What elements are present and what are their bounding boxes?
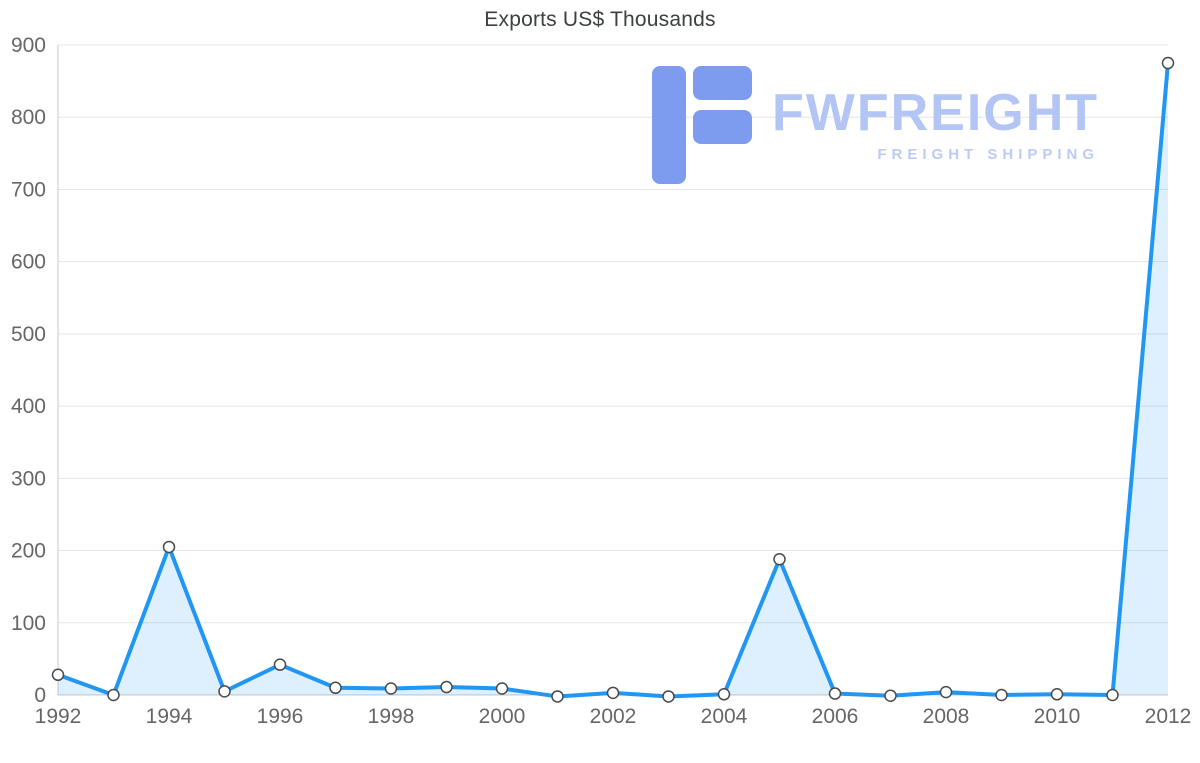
data-point-marker	[495, 682, 509, 695]
data-point-marker	[1161, 56, 1175, 70]
x-axis-labels: 1992 1994 1996 1998 2000 2002 2004 2006 2008 2010…	[35, 705, 1192, 728]
x-tick-label: 2012	[1145, 705, 1192, 728]
x-tick-label: 2000	[479, 705, 526, 728]
data-point-marker	[606, 686, 620, 700]
data-point-marker	[107, 688, 120, 702]
data-point-marker	[51, 668, 65, 682]
line-series	[56, 61, 1170, 699]
y-tick-label: 400	[11, 395, 46, 418]
data-point-markers	[51, 56, 1175, 703]
data-point-marker	[717, 688, 731, 701]
data-point-marker	[884, 689, 897, 702]
data-point-marker	[1050, 688, 1064, 701]
y-tick-label: 500	[11, 323, 46, 346]
y-tick-label: 800	[11, 106, 46, 129]
x-tick-label: 1996	[257, 705, 304, 728]
data-point-marker	[1106, 688, 1119, 702]
area-fill	[58, 63, 1168, 697]
chart-title: Exports US$ Thousands	[484, 8, 716, 31]
data-point-marker	[384, 682, 398, 695]
data-point-marker	[273, 658, 287, 671]
data-point-marker	[440, 680, 453, 694]
y-tick-label: 0	[34, 684, 46, 707]
y-tick-label: 200	[11, 540, 46, 563]
data-point-marker	[162, 540, 176, 554]
data-point-marker	[995, 688, 1008, 702]
x-tick-label: 1992	[35, 705, 82, 728]
data-point-marker	[828, 687, 842, 700]
x-tick-label: 2008	[923, 705, 970, 728]
x-tick-label: 2006	[812, 705, 859, 728]
x-tick-label: 1994	[146, 705, 193, 728]
x-tick-label: 1998	[368, 705, 415, 728]
data-point-marker	[662, 690, 675, 703]
y-tick-label: 600	[11, 251, 46, 274]
y-tick-label: 300	[11, 467, 46, 490]
data-point-marker	[218, 685, 231, 698]
gridlines	[58, 44, 1168, 696]
x-tick-label: 2010	[1034, 705, 1081, 728]
y-axis-labels: 0 100 200 300 400 500 600 700 800 900	[11, 34, 46, 707]
data-point-marker	[773, 552, 786, 566]
x-tick-label: 2002	[590, 705, 637, 728]
y-tick-label: 700	[11, 178, 46, 201]
x-tick-label: 2004	[701, 705, 748, 728]
y-tick-label: 900	[11, 34, 46, 57]
data-point-marker	[551, 690, 564, 703]
data-point-marker	[329, 681, 342, 695]
y-tick-label: 100	[11, 612, 46, 635]
data-point-marker	[939, 685, 953, 699]
